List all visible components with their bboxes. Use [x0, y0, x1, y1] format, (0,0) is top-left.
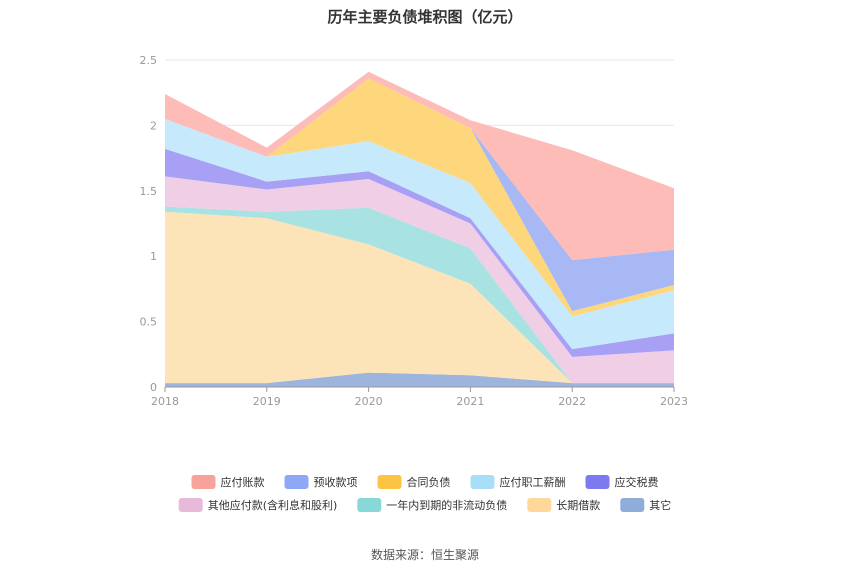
legend-item[interactable]: 预收款项: [284, 475, 358, 489]
data-source: 数据来源：恒生聚源: [370, 548, 479, 562]
legend-label: 预收款项: [314, 475, 358, 489]
area-series: [165, 71, 674, 387]
area-7: [165, 78, 674, 317]
legend-item[interactable]: 合同负债: [377, 475, 451, 489]
y-tick-label: 0: [150, 381, 157, 394]
legend-label: 应付职工薪酬: [500, 475, 566, 489]
chart-title: 历年主要负债堆积图（亿元）: [327, 8, 523, 26]
legend-swatch: [191, 475, 216, 489]
x-tick-label: 2020: [355, 395, 383, 408]
area-9: [165, 71, 674, 261]
legend-swatch: [527, 498, 552, 512]
legend-swatch: [470, 475, 495, 489]
area-1: [165, 372, 674, 387]
legend-item[interactable]: 应付账款: [191, 475, 265, 489]
legend-label: 应付账款: [221, 475, 265, 489]
legend-swatch: [585, 475, 610, 489]
y-tick-label: 0.5: [140, 316, 158, 329]
legend-swatch: [178, 498, 203, 512]
axes: 0 0.5 1 1.5 2 2.5 2018 2019 2020 2021 2022 2023: [140, 54, 689, 408]
y-tick-label: 2.5: [140, 54, 158, 67]
legend-item[interactable]: 应付职工薪酬: [470, 475, 566, 489]
legend-label: 长期借款: [556, 498, 600, 512]
legend-label: 一年内到期的非流动负债: [386, 498, 507, 512]
y-tick-label: 1: [150, 250, 157, 263]
area-4: [165, 176, 674, 384]
y-tick-label: 1.5: [140, 185, 158, 198]
legend-swatch: [377, 475, 402, 489]
area-2: [165, 211, 674, 384]
x-tick-label: 2019: [253, 395, 281, 408]
x-tick-label: 2018: [151, 395, 179, 408]
legend-item[interactable]: 一年内到期的非流动负债: [357, 498, 507, 512]
x-tick-label: 2022: [558, 395, 586, 408]
legend-label: 其他应付款(含利息和股利): [208, 498, 338, 512]
legend-swatch: [284, 475, 309, 489]
legend-label: 合同负债: [407, 475, 451, 489]
area-6: [165, 118, 674, 350]
area-5: [165, 148, 674, 357]
x-tick-label: 2021: [456, 395, 484, 408]
area-8: [165, 78, 674, 312]
legend-swatch: [620, 498, 645, 512]
legend-item[interactable]: 其他应付款(含利息和股利): [178, 498, 338, 512]
legend-label: 其它: [649, 498, 671, 512]
legend-label: 应交税费: [615, 475, 659, 489]
x-tick-label: 2023: [660, 395, 688, 408]
legend-item[interactable]: 其它: [620, 498, 671, 512]
y-tick-label: 2: [150, 119, 157, 132]
legend-swatch: [357, 498, 382, 512]
legend-item[interactable]: 应交税费: [585, 475, 659, 489]
legend-item[interactable]: 长期借款: [527, 498, 600, 512]
area-3: [165, 206, 674, 384]
